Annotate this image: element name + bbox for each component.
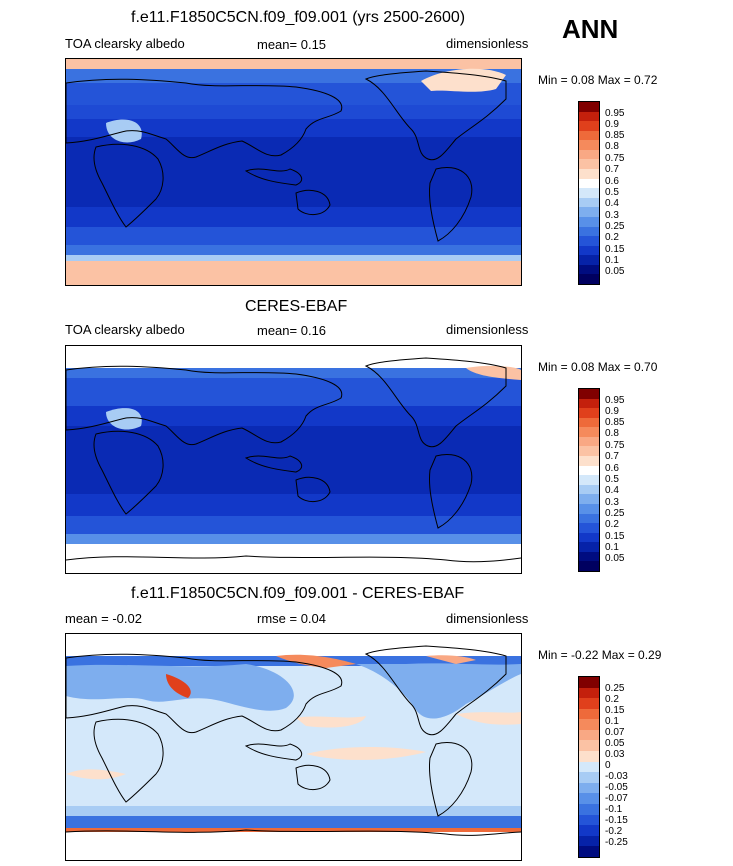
panel3-cbar-label: -0.1	[605, 804, 623, 815]
panel3-cbar-label: 0.25	[605, 683, 625, 694]
panel2-mean-label: mean= 0.16	[257, 323, 327, 338]
panel1-cbar-label: 0.25	[605, 221, 625, 232]
panel2-title: CERES-EBAF	[245, 298, 348, 315]
panel1-title: f.e11.F1850C5CN.f09_f09.001 (yrs 2500-26…	[131, 9, 466, 26]
panel3-cbar-label: 0	[605, 760, 611, 771]
panel3-minmax: Min = -0.22 Max = 0.29	[538, 648, 662, 662]
season-label: ANN	[562, 14, 619, 44]
panel1-cbar-label: 0.3	[605, 210, 619, 221]
panel1-cbar-label: 0.95	[605, 108, 625, 119]
panel1-map	[65, 58, 522, 286]
panel3-cbar-label: -0.25	[605, 837, 628, 848]
panel2-minmax: Min = 0.08 Max = 0.70	[538, 360, 658, 374]
panel1-cbar-label: 0.5	[605, 187, 619, 198]
panel3-units-label: dimensionless	[446, 611, 529, 626]
panel2-cbar-label: 0.1	[605, 542, 619, 553]
panel2-map	[65, 345, 522, 574]
panel1-map-field	[66, 59, 521, 285]
panel3-cbar-label: 0.05	[605, 738, 625, 749]
panel1-cbar-label: 0.15	[605, 244, 625, 255]
panel1-cbar-label: 0.05	[605, 266, 625, 277]
panel1-minmax: Min = 0.08 Max = 0.72	[538, 73, 658, 87]
panel2-cbar-label: 0.2	[605, 519, 619, 530]
panel3-cbar-label: 0.2	[605, 694, 619, 705]
panel3-cbar-label: 0.1	[605, 716, 619, 727]
panel3-mean-label: mean = -0.02	[65, 611, 142, 626]
panel2-cbar-label: 0.7	[605, 451, 619, 462]
panel2-cbar-label: 0.6	[605, 463, 619, 474]
panel2-cbar-label: 0.25	[605, 508, 625, 519]
panel2-cbar-label: 0.4	[605, 485, 619, 496]
panel3-cbar-label: 0.03	[605, 749, 625, 760]
panel2-cbar-label: 0.15	[605, 531, 625, 542]
panel3-cbar-label: -0.2	[605, 826, 623, 837]
panel2-cbar-label: 0.85	[605, 417, 625, 428]
panel2-cbar-label: 0.8	[605, 428, 619, 439]
panel2-colorbar	[578, 388, 600, 572]
panel2-map-field	[66, 346, 521, 573]
panel2-variable-label: TOA clearsky albedo	[65, 322, 185, 337]
panel1-colorbar	[578, 101, 600, 285]
panel3-title: f.e11.F1850C5CN.f09_f09.001 - CERES-EBAF	[131, 585, 465, 602]
panel3-cbar-label: -0.07	[605, 793, 628, 804]
panel1-cbar-label: 0.6	[605, 176, 619, 187]
panel3-rmse-label: rmse = 0.04	[257, 611, 327, 626]
panel3-cbar-label: -0.05	[605, 782, 628, 793]
panel2-cbar-label: 0.95	[605, 395, 625, 406]
panel3-map-field	[66, 634, 521, 860]
panel1-cbar-label: 0.4	[605, 198, 619, 209]
panel1-cbar-label: 0.8	[605, 141, 619, 152]
panel2-cbar-label: 0.05	[605, 553, 625, 564]
panel3-cbar-label: 0.07	[605, 727, 625, 738]
panel1-cbar-label: 0.75	[605, 153, 625, 164]
panel2-units-label: dimensionless	[446, 322, 529, 337]
panel1-cbar-label: 0.2	[605, 232, 619, 243]
panel2-cbar-label: 0.5	[605, 474, 619, 485]
panel2-cbar-label: 0.9	[605, 406, 619, 417]
panel1-cbar-label: 0.85	[605, 130, 625, 141]
panel1-units-label: dimensionless	[446, 36, 529, 51]
panel1-cbar-label: 0.1	[605, 255, 619, 266]
panel2-cbar-label: 0.75	[605, 440, 625, 451]
panel1-mean-label: mean= 0.15	[257, 37, 327, 52]
panel3-colorbar	[578, 676, 600, 858]
panel1-cbar-label: 0.7	[605, 164, 619, 175]
panel1-variable-label: TOA clearsky albedo	[65, 36, 185, 51]
panel3-cbar-label: 0.15	[605, 705, 625, 716]
panel2-cbar-label: 0.3	[605, 497, 619, 508]
panel3-map	[65, 633, 522, 861]
panel3-cbar-label: -0.15	[605, 815, 628, 826]
panel3-cbar-label: -0.03	[605, 771, 628, 782]
panel1-cbar-label: 0.9	[605, 119, 619, 130]
